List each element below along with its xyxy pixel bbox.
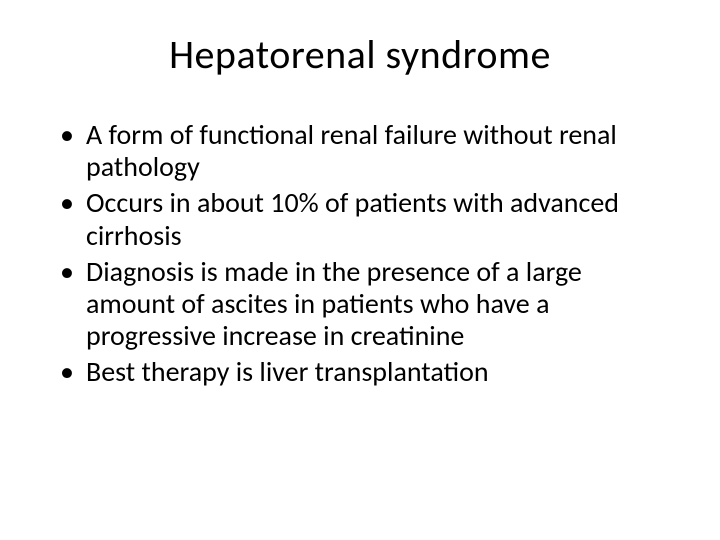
bullet-item: Occurs in about 10% of patients with adv… [60, 187, 670, 251]
bullet-item: A form of functional renal failure witho… [60, 119, 670, 183]
bullet-list: A form of functional renal failure witho… [60, 119, 670, 389]
bullet-item: Best therapy is liver transplantation [60, 356, 670, 388]
bullet-item: Diagnosis is made in the presence of a l… [60, 256, 670, 353]
slide: Hepatorenal syndrome A form of functiona… [0, 0, 720, 540]
slide-title: Hepatorenal syndrome [40, 30, 680, 79]
